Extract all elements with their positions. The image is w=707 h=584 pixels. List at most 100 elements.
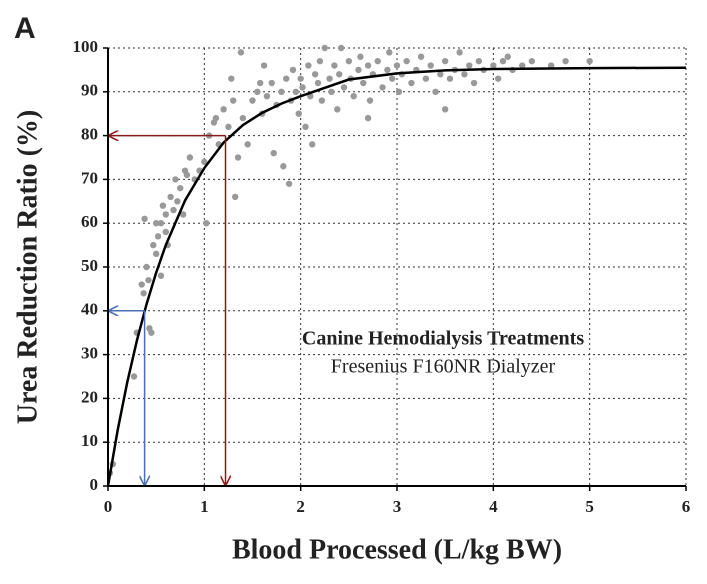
scatter-point	[289, 66, 297, 74]
scatter-point	[490, 62, 497, 69]
scatter-point	[186, 154, 194, 161]
panel-label: A	[14, 12, 36, 45]
scatter-point	[337, 44, 345, 52]
scatter-point	[234, 154, 242, 161]
scatter-point	[148, 329, 155, 336]
scatter-point	[237, 49, 245, 56]
scatter-point	[260, 62, 268, 69]
scatter-point	[172, 176, 179, 183]
scatter-point	[499, 57, 507, 65]
scatter-point	[297, 75, 304, 82]
scatter-point	[586, 57, 593, 65]
scatter-point	[231, 193, 239, 201]
scatter-point	[228, 75, 235, 82]
scatter-point	[446, 75, 454, 82]
x-tick-label: 3	[393, 497, 402, 516]
scatter-point	[350, 92, 357, 100]
scatter-point	[249, 97, 256, 104]
scatter-point	[360, 79, 367, 87]
scatter-point	[268, 79, 275, 87]
scatter-point	[162, 228, 169, 236]
scatter-point	[311, 71, 319, 78]
scatter-point	[461, 71, 468, 78]
scatter-point	[239, 114, 247, 122]
scatter-point	[292, 88, 300, 96]
scatter-point	[336, 71, 343, 78]
scatter-point	[179, 211, 187, 218]
scatter-point	[244, 141, 251, 148]
scatter-point	[285, 180, 293, 187]
scatter-point	[379, 84, 386, 91]
scatter-point	[441, 106, 449, 113]
x-tick-label: 2	[296, 497, 305, 516]
scatter-point	[528, 57, 536, 65]
scatter-point	[150, 241, 157, 249]
scatter-point	[393, 62, 401, 69]
scatter-point	[388, 75, 396, 82]
scatter-point	[302, 123, 309, 131]
y-tick-label: 100	[73, 37, 99, 56]
scatter-point	[145, 276, 152, 284]
scatter-point	[170, 206, 177, 214]
scatter-point	[417, 53, 425, 60]
scatter-point	[374, 57, 381, 65]
scatter-point	[143, 263, 150, 271]
scatter-point	[138, 281, 145, 288]
scatter-point	[357, 53, 364, 60]
scatter-point	[167, 193, 174, 201]
y-tick-label: 50	[81, 256, 98, 275]
scatter-point	[547, 62, 555, 69]
scatter-point	[152, 220, 160, 227]
scatter-point	[408, 79, 415, 87]
y-tick-label: 90	[81, 81, 98, 100]
scatter-point	[345, 57, 353, 65]
scatter-point	[162, 211, 169, 218]
scatter-point	[183, 171, 191, 179]
scatter-point	[494, 75, 502, 82]
scatter-point	[152, 250, 160, 258]
y-tick-label: 20	[81, 387, 98, 406]
scatter-point	[203, 220, 210, 227]
scatter-point	[309, 141, 316, 148]
scatter-point	[280, 163, 287, 170]
scatter-point	[140, 290, 147, 297]
scatter-point	[299, 84, 306, 91]
scatter-point	[318, 97, 326, 104]
y-tick-label: 60	[81, 212, 98, 231]
scatter-point	[295, 110, 302, 117]
scatter-point	[519, 62, 526, 69]
scatter-point	[225, 123, 232, 131]
x-tick-label: 1	[200, 497, 209, 516]
y-tick-label: 0	[90, 475, 99, 494]
scatter-point	[386, 49, 393, 56]
scatter-point	[263, 92, 271, 100]
scatter-point	[201, 158, 208, 166]
x-tick-label: 0	[104, 497, 113, 516]
scatter-point	[466, 62, 473, 69]
scatter-point	[331, 62, 338, 69]
scatter-point	[328, 88, 335, 96]
scatter-point	[437, 71, 444, 78]
scatter-point	[157, 220, 165, 227]
scatter-point	[456, 49, 463, 56]
scatter-point	[475, 57, 483, 65]
scatter-point	[257, 79, 264, 87]
scatter-point	[326, 75, 333, 82]
scatter-point	[562, 57, 569, 65]
scatter-point	[283, 75, 290, 82]
scatter-point	[278, 88, 285, 96]
y-axis-label: Urea Reduction Ratio (%)	[12, 110, 43, 424]
annotation-title: Canine Hemodialysis Treatments	[302, 328, 584, 350]
scatter-point	[504, 53, 511, 60]
scatter-point	[321, 44, 328, 52]
scatter-point	[220, 106, 227, 113]
y-tick-label: 80	[81, 125, 98, 144]
scatter-point	[305, 62, 312, 69]
scatter-point	[395, 88, 403, 96]
scatter-point	[141, 215, 148, 223]
scatter-point	[355, 66, 362, 74]
scatter-point	[470, 79, 478, 87]
scatter-point	[441, 57, 449, 65]
scatter-point	[340, 84, 348, 91]
y-tick-label: 30	[81, 344, 98, 363]
